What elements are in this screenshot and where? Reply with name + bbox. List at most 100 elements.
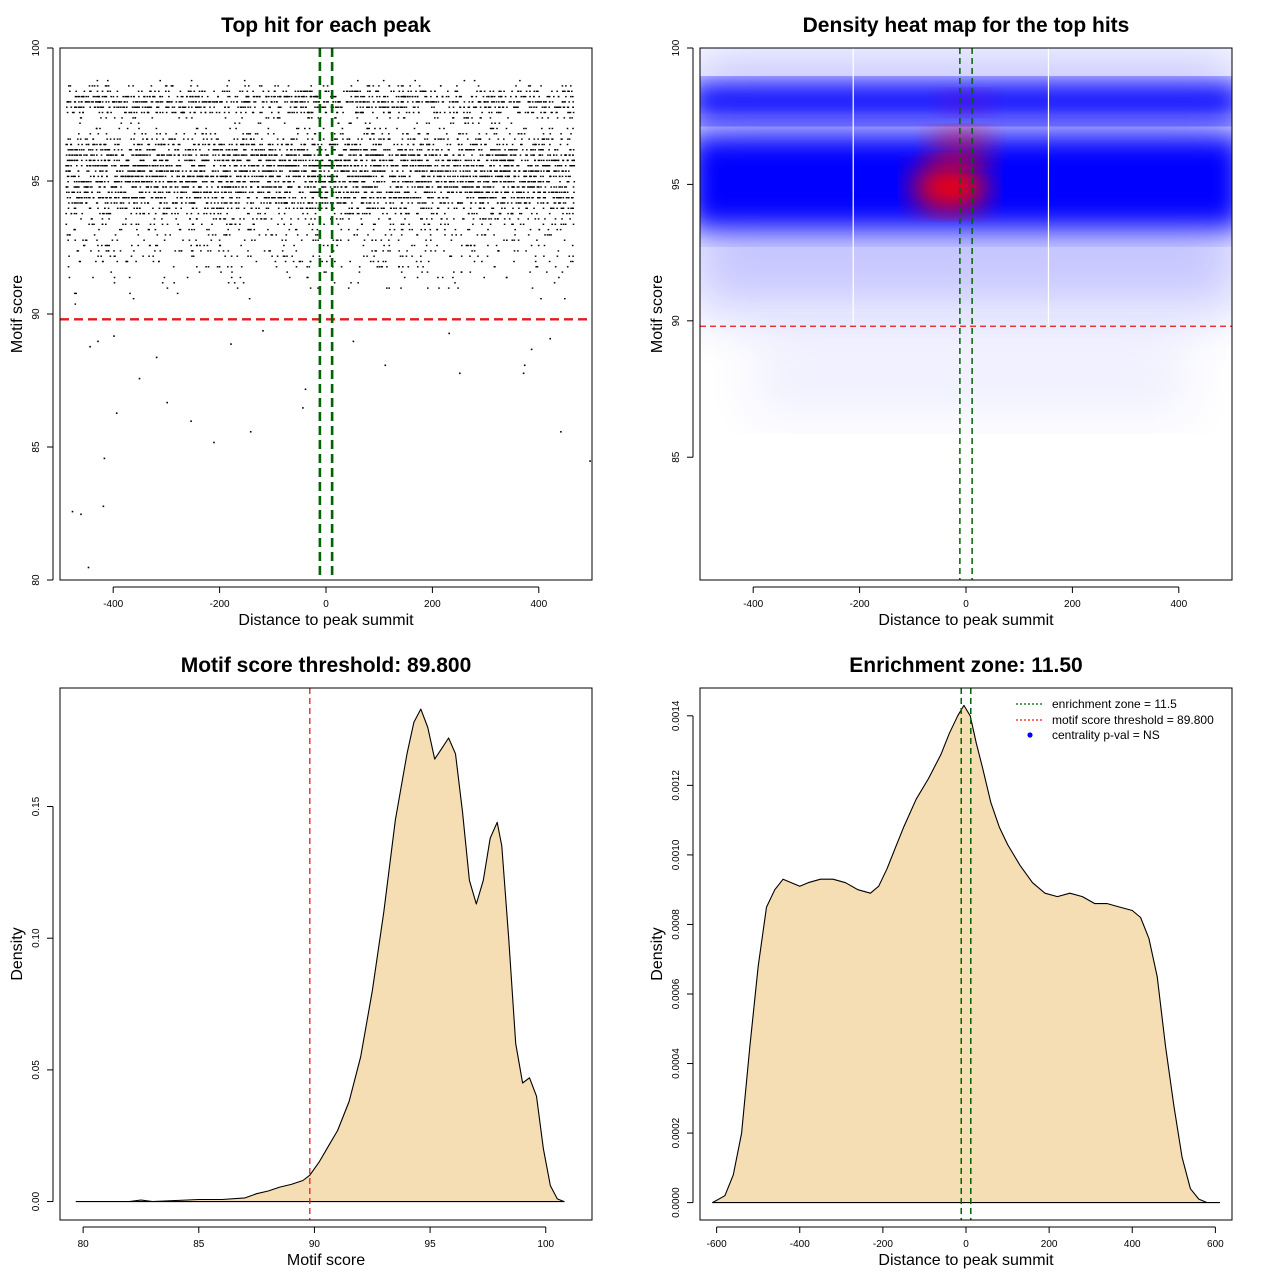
scatter-point	[569, 165, 571, 167]
scatter-point	[170, 181, 173, 183]
scatter-point	[372, 85, 375, 87]
scatter-point	[298, 186, 300, 188]
scatter-point	[67, 138, 69, 140]
scatter-point	[96, 90, 99, 92]
scatter-point	[514, 138, 516, 140]
scatter-point	[455, 95, 458, 98]
scatter-point	[562, 170, 564, 172]
scatter-point	[401, 165, 404, 167]
scatter-point	[489, 186, 492, 188]
scatter-point	[136, 228, 138, 231]
scatter-point	[77, 250, 80, 252]
scatter-point	[253, 143, 255, 146]
scatter-point	[552, 191, 555, 193]
scatter-point	[265, 186, 267, 188]
scatter-point	[129, 181, 132, 183]
scatter-point	[368, 85, 370, 87]
scatter-point	[202, 143, 204, 146]
scatter-point	[271, 149, 274, 151]
scatter-point	[101, 165, 104, 167]
scatter-point	[566, 181, 569, 183]
scatter-point	[312, 239, 315, 241]
scatter-point	[570, 260, 572, 263]
scatter-point	[538, 95, 540, 98]
scatter-point	[148, 255, 150, 257]
scatter-point	[211, 111, 214, 114]
scatter-point	[151, 117, 154, 119]
scatter-point	[370, 149, 373, 151]
scatter-point	[501, 159, 503, 162]
scatter-point	[544, 101, 547, 103]
scatter-point	[165, 165, 168, 167]
scatter-point	[520, 143, 522, 146]
scatter-point	[543, 191, 545, 193]
scatter-point	[157, 106, 160, 108]
scatter-point	[539, 197, 541, 199]
scatter-point	[156, 186, 159, 188]
scatter-point	[216, 159, 219, 162]
scatter-point	[258, 159, 260, 162]
scatter-point	[202, 165, 204, 167]
scatter-point	[382, 212, 384, 215]
scatter-point	[325, 207, 328, 209]
scatter-point	[520, 133, 523, 135]
scatter-point	[564, 191, 566, 193]
scatter-point	[110, 271, 112, 273]
scatter-point	[452, 101, 455, 103]
scatter-point	[361, 111, 363, 114]
scatter-point	[469, 197, 472, 199]
scatter-point	[222, 250, 225, 252]
scatter-point	[79, 197, 81, 199]
scatter-point	[348, 154, 350, 156]
scatter-point	[208, 101, 210, 103]
scatter-point	[555, 106, 558, 108]
scatter-point	[542, 181, 545, 183]
scatter-point	[231, 143, 233, 146]
scatter-point	[457, 154, 460, 156]
scatter-point	[307, 138, 309, 140]
scatter-point	[515, 106, 518, 108]
scatter-point	[446, 191, 449, 193]
scatter-point	[236, 175, 238, 178]
scatter-point	[257, 165, 259, 167]
scatter-point	[355, 170, 357, 172]
scatter-point	[246, 197, 249, 199]
scatter-point	[106, 175, 108, 178]
scatter-point	[204, 143, 207, 146]
scatter-point	[500, 170, 502, 172]
scatter-points	[65, 79, 591, 569]
scatter-point	[402, 95, 405, 98]
scatter-point	[242, 186, 244, 188]
scatter-point	[305, 95, 308, 98]
scatter-point	[144, 165, 147, 167]
scatter-point	[71, 111, 74, 114]
scatter-point	[378, 191, 380, 193]
scatter-point	[491, 154, 494, 156]
scatter-point	[162, 165, 164, 167]
scatter-point	[385, 159, 388, 162]
scatter-point	[346, 143, 349, 146]
scatter-point	[204, 207, 207, 209]
scatter-point	[227, 95, 229, 98]
scatter-point	[426, 143, 428, 146]
scatter-point	[495, 149, 497, 151]
scatter-point	[246, 143, 248, 146]
scatter-point	[396, 170, 399, 172]
scatter-point	[498, 101, 500, 103]
scatter-point	[317, 165, 319, 167]
scatter-point	[357, 90, 359, 92]
scatter-point	[107, 85, 110, 87]
scatter-point	[275, 191, 278, 193]
scatter-point	[277, 223, 279, 225]
scatter-point	[210, 138, 213, 140]
scatter-point	[336, 138, 338, 140]
scatter-point	[553, 154, 555, 156]
scatter-point	[168, 90, 170, 92]
scatter-point	[559, 186, 562, 188]
scatter-point	[135, 260, 137, 263]
scatter-point	[298, 149, 301, 151]
scatter-point	[560, 207, 563, 209]
scatter-point	[68, 170, 70, 172]
scatter-point	[469, 181, 472, 183]
scatter-point	[267, 90, 270, 92]
